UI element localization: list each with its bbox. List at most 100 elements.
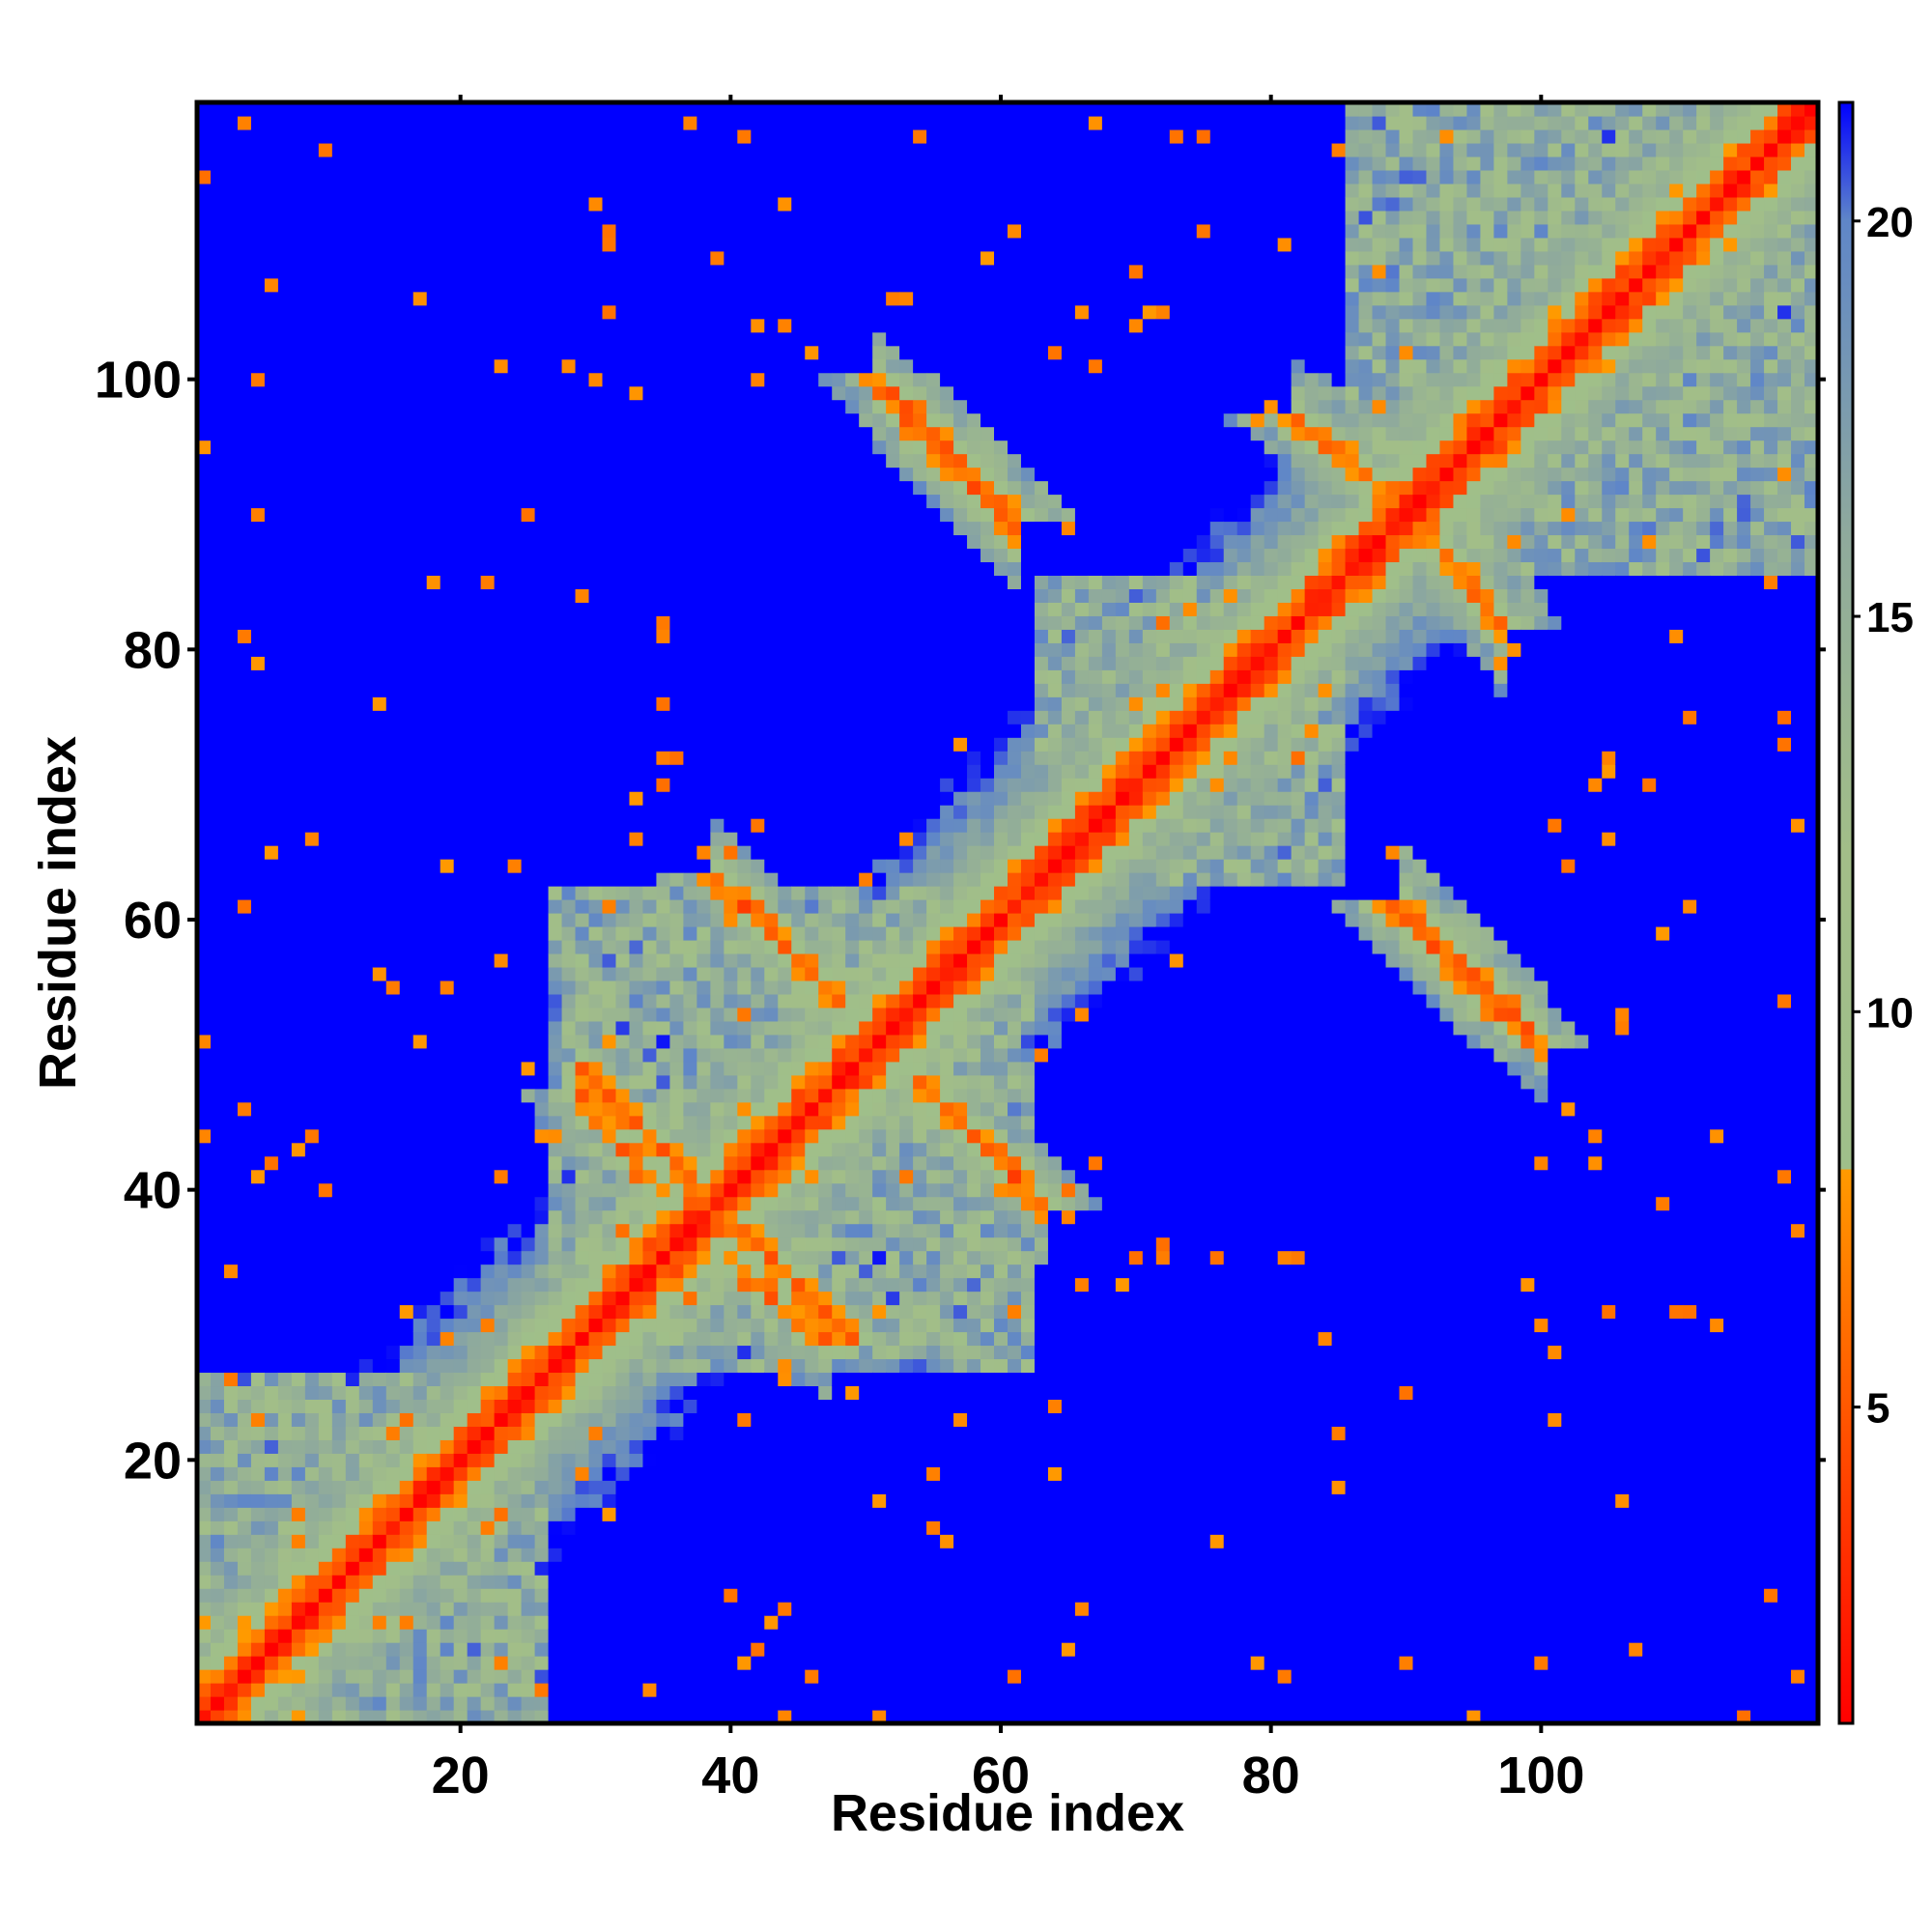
heatmap-cell (453, 1520, 469, 1535)
heatmap-cell (629, 1575, 644, 1589)
heatmap-cell (751, 1588, 765, 1603)
heatmap-cell (412, 1169, 428, 1184)
heatmap-cell (385, 1602, 401, 1616)
heatmap-cell (696, 724, 711, 738)
heatmap-cell (534, 440, 550, 455)
heatmap-cell (277, 1426, 293, 1440)
heatmap-cell (264, 966, 279, 981)
heatmap-cell (751, 1602, 765, 1616)
heatmap-cell (683, 1101, 697, 1117)
heatmap-cell (507, 1047, 523, 1063)
heatmap-cell (291, 1412, 306, 1427)
heatmap-cell (629, 128, 644, 144)
heatmap-cell (480, 372, 496, 387)
heatmap-cell (223, 1047, 239, 1063)
heatmap-cell (521, 1209, 536, 1225)
heatmap-cell (696, 683, 711, 697)
heatmap-cell (264, 1696, 279, 1711)
heatmap-cell (494, 1575, 509, 1589)
heatmap-cell (602, 277, 617, 293)
heatmap-cell (331, 1169, 347, 1184)
heatmap-cell (575, 1358, 590, 1374)
heatmap-cell (197, 1696, 212, 1711)
heatmap-cell (548, 115, 563, 130)
heatmap-cell (602, 1155, 617, 1171)
heatmap-cell (751, 899, 765, 914)
heatmap-cell (629, 521, 644, 536)
heatmap-cell (602, 237, 617, 252)
heatmap-cell (358, 1358, 374, 1374)
heatmap-cell (656, 1182, 671, 1198)
heatmap-cell (615, 1399, 631, 1413)
heatmap-cell (358, 521, 374, 536)
heatmap-cell (223, 1493, 239, 1508)
heatmap-cell (548, 696, 563, 711)
heatmap-cell (467, 399, 482, 414)
heatmap-cell (440, 548, 455, 563)
heatmap-cell (264, 1493, 279, 1508)
heatmap-cell (223, 629, 239, 643)
heatmap-cell (575, 1331, 590, 1347)
heatmap-cell (304, 399, 320, 414)
heatmap-cell (737, 1439, 752, 1454)
heatmap-cell (197, 331, 212, 347)
heatmap-cell (210, 791, 225, 806)
heatmap-cell (345, 1656, 360, 1670)
heatmap-cell (197, 1277, 212, 1293)
heatmap-cell (494, 1142, 509, 1157)
heatmap-cell (345, 358, 360, 374)
heatmap-cell (331, 521, 347, 536)
heatmap-cell (250, 399, 266, 414)
heatmap-cell (277, 372, 293, 387)
heatmap-cell (602, 1291, 617, 1306)
heatmap-cell (223, 1534, 239, 1548)
heatmap-cell (453, 751, 469, 765)
heatmap-cell (453, 264, 469, 279)
heatmap-cell (426, 1182, 441, 1198)
heatmap-cell (467, 1277, 482, 1293)
heatmap-cell (575, 291, 590, 306)
heatmap-cell (345, 1264, 360, 1279)
heatmap-cell (467, 331, 482, 347)
heatmap-cell (453, 561, 469, 577)
heatmap-cell (440, 331, 455, 347)
heatmap-cell (575, 1101, 590, 1117)
heatmap-cell (467, 832, 482, 846)
heatmap-cell (588, 1291, 604, 1306)
heatmap-cell (575, 142, 590, 157)
heatmap-cell (210, 264, 225, 279)
heatmap-cell (412, 467, 428, 482)
heatmap-cell (291, 1250, 306, 1265)
heatmap-cell (575, 1669, 590, 1684)
heatmap-cell (602, 1034, 617, 1049)
heatmap-cell (602, 683, 617, 697)
heatmap-cell (534, 156, 550, 171)
heatmap-cell (223, 507, 239, 523)
heatmap-cell (683, 1061, 697, 1076)
heatmap-cell (656, 494, 671, 509)
heatmap-cell (696, 115, 711, 130)
heatmap-cell (710, 1007, 724, 1022)
heatmap-cell (467, 859, 482, 873)
heatmap-cell (318, 993, 333, 1009)
heatmap-cell (548, 196, 563, 212)
heatmap-cell (453, 913, 469, 927)
heatmap-cell (277, 1101, 293, 1117)
heatmap-cell (521, 1331, 536, 1347)
heatmap-cell (642, 832, 658, 846)
heatmap-cell (277, 1291, 293, 1306)
heatmap-cell (453, 872, 469, 887)
heatmap-cell (277, 899, 293, 914)
heatmap-cell (250, 1412, 266, 1427)
heatmap-cell (385, 318, 401, 333)
heatmap-cell (751, 1710, 765, 1724)
heatmap-cell (507, 993, 523, 1009)
heatmap-cell (683, 1602, 697, 1616)
heatmap-cell (412, 1345, 428, 1360)
heatmap-cell (669, 1020, 684, 1036)
heatmap-cell (250, 561, 266, 577)
heatmap-cell (223, 304, 239, 320)
heatmap-cell (412, 1020, 428, 1036)
heatmap-cell (615, 1615, 631, 1630)
heatmap-cell (656, 1656, 671, 1670)
